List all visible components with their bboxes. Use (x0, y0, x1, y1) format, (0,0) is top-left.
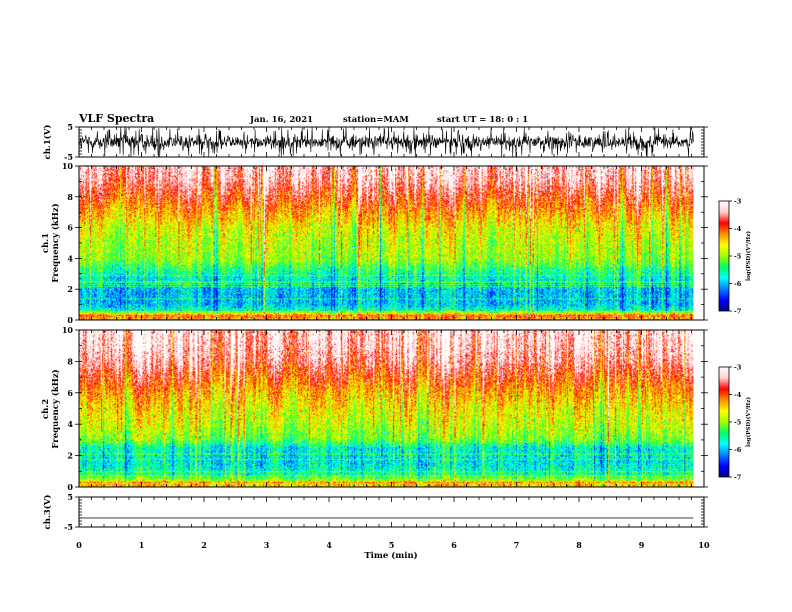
spectrogram-ch1-ticks: 0 2 4 6 8 10 (62, 161, 708, 325)
spectrogram-ch1-ytick-label: 4 (67, 253, 73, 263)
x-axis-tick-label: 7 (514, 540, 520, 550)
waveform-ch3-ytick-label: -5 (64, 522, 73, 532)
x-axis-tick-label: 3 (264, 540, 270, 550)
x-axis-tick-label: 5 (389, 540, 395, 550)
start-ut-label: start UT = 18: 0 : 1 (437, 115, 528, 125)
x-axis-tick-label: 0 (76, 540, 82, 550)
spectrogram-ch2-ylabel-frequency: Frequency (kHz) (50, 369, 61, 448)
x-axis-tick-label: 2 (201, 540, 207, 550)
waveform-ch1-trace (78, 127, 694, 157)
colorbar-ch1-tick-label: -4 (734, 225, 742, 233)
waveform-ch1-panel: 5 -5 ch.1(V) (42, 122, 708, 162)
spectrogram-ch2-ytick-label: 0 (67, 482, 73, 492)
x-axis-tick-label: 6 (451, 540, 457, 550)
spectrogram-ch2-ytick-label: 10 (62, 325, 74, 335)
colorbar-ch2-tick-label: -5 (734, 419, 742, 427)
x-axis-tick-label: 1 (139, 540, 145, 550)
colorbar-ch2-tick-label: -3 (734, 364, 742, 372)
spectrogram-ch1-ytick-label: 0 (67, 315, 73, 325)
colorbar-ch2-label: log(PSD)(V²/Hz) (745, 397, 752, 447)
spectrogram-ch1-ylabel-frequency: Frequency (kHz) (50, 203, 61, 282)
spectrogram-ch2-ytick-label: 4 (67, 419, 73, 429)
colorbar-ch2-gradient (718, 366, 730, 478)
waveform-ch1-ylabel: ch.1(V) (42, 125, 53, 160)
x-axis-tick-label: 4 (326, 540, 332, 550)
colorbar-ch1-label: log(PSD)(V²/Hz) (745, 231, 752, 281)
spectrogram-ch1-panel: 0 2 4 6 8 10 ch.1 Frequency (kHz) (41, 161, 708, 325)
waveform-ch3-panel: 5 -5 ch.3(V) (42, 492, 708, 532)
spectrogram-ch1-ylabel-channel: ch.1 (41, 233, 51, 253)
colorbar-ch2-tick-label: -6 (734, 446, 742, 454)
station-label: station=MAM (343, 115, 409, 125)
colorbar-ch1: -3 -4 -5 -6 -7 log(PSD)(V²/Hz) (718, 198, 752, 316)
spectrogram-ch2-image (79, 330, 694, 487)
x-axis-label: Time (min) (364, 550, 417, 561)
date-label: Jan. 16, 2021 (249, 115, 313, 125)
colorbar-ch2-tick-label: -7 (734, 474, 741, 482)
colorbar-ch1-tick-label: -3 (734, 198, 742, 206)
x-axis-tick-labels: 0 1 2 3 4 5 6 7 8 9 10 (76, 540, 710, 550)
colorbar-ch2: -3 -4 -5 -6 -7 log(PSD)(V²/Hz) (718, 364, 752, 482)
spectrogram-ch1-ytick-label: 6 (67, 223, 73, 233)
waveform-ch1-ticks: 5 -5 (64, 122, 708, 162)
spectrogram-ch1-ytick-label: 10 (62, 161, 74, 171)
spectrogram-ch2-panel: 0 2 4 6 8 10 ch.2 Frequency (kHz) (41, 325, 708, 492)
colorbar-ch1-tick-label: -7 (734, 308, 741, 316)
spectrogram-ch2-ytick-label: 8 (67, 356, 73, 366)
colorbar-ch2-tick-label: -4 (734, 391, 742, 399)
waveform-ch1-ytick-label: -5 (64, 152, 73, 162)
waveform-ch3-ticks: 5 -5 (64, 492, 708, 532)
x-axis-tick-label: 8 (576, 540, 582, 550)
colorbar-ch2-ticks: -3 -4 -5 -6 -7 (729, 364, 742, 482)
waveform-ch3-ylabel: ch.3(V) (42, 495, 53, 530)
spectrogram-ch2-ylabel-channel: ch.2 (41, 399, 51, 419)
spectrogram-ch2-ytick-label: 2 (67, 451, 73, 461)
x-axis-tick-label: 10 (698, 540, 710, 550)
colorbar-ch1-ticks: -3 -4 -5 -6 -7 (729, 198, 742, 316)
colorbar-ch1-tick-label: -6 (734, 280, 742, 288)
spectrogram-ch1-ytick-label: 2 (67, 284, 73, 294)
colorbar-ch1-gradient (718, 200, 730, 312)
x-axis-tick-label: 9 (639, 540, 645, 550)
figure-title: VLF Spectra (78, 112, 154, 125)
spectrogram-ch2-ytick-label: 6 (67, 388, 73, 398)
waveform-ch1-ytick-label: 5 (67, 122, 73, 132)
spectrogram-ch1-ytick-label: 8 (67, 192, 73, 202)
waveform-ch3-ytick-label: 5 (67, 492, 73, 502)
spectrogram-ch2-ticks: 0 2 4 6 8 10 (62, 325, 708, 492)
spectrogram-ch1-image (79, 166, 694, 320)
colorbar-ch1-tick-label: -5 (734, 253, 742, 261)
